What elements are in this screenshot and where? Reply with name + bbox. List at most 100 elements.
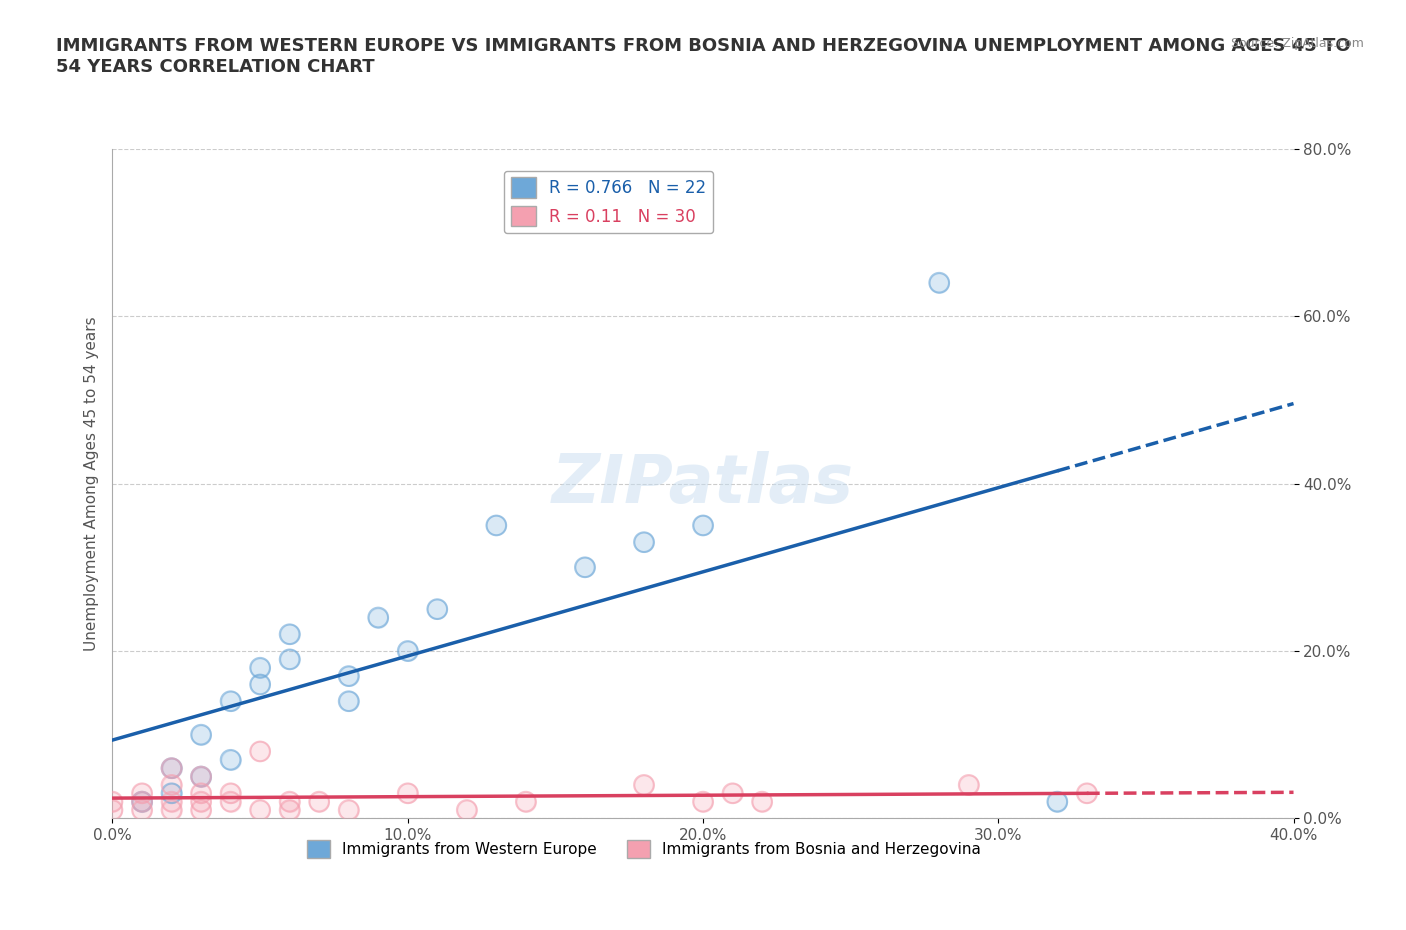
Point	[396, 786, 419, 801]
Point	[426, 602, 449, 617]
Point	[278, 803, 301, 817]
Point	[396, 786, 419, 801]
Point	[928, 275, 950, 290]
Point	[249, 803, 271, 817]
Point	[1046, 794, 1069, 809]
Point	[190, 769, 212, 784]
Point	[396, 644, 419, 658]
Point	[692, 794, 714, 809]
Point	[367, 610, 389, 625]
Point	[308, 794, 330, 809]
Point	[249, 660, 271, 675]
Point	[278, 794, 301, 809]
Point	[456, 803, 478, 817]
Point	[101, 794, 124, 809]
Y-axis label: Unemployment Among Ages 45 to 54 years: Unemployment Among Ages 45 to 54 years	[83, 316, 98, 651]
Point	[131, 786, 153, 801]
Point	[219, 794, 242, 809]
Point	[249, 744, 271, 759]
Point	[957, 777, 980, 792]
Point	[219, 786, 242, 801]
Point	[249, 677, 271, 692]
Point	[396, 644, 419, 658]
Point	[131, 794, 153, 809]
Point	[692, 518, 714, 533]
Point	[1046, 794, 1069, 809]
Point	[160, 786, 183, 801]
Point	[160, 794, 183, 809]
Point	[131, 794, 153, 809]
Point	[574, 560, 596, 575]
Point	[160, 761, 183, 776]
Point	[219, 694, 242, 709]
Point	[308, 794, 330, 809]
Point	[249, 803, 271, 817]
Point	[160, 803, 183, 817]
Point	[337, 694, 360, 709]
Point	[278, 627, 301, 642]
Point	[131, 794, 153, 809]
Point	[219, 694, 242, 709]
Point	[190, 794, 212, 809]
Point	[485, 518, 508, 533]
Point	[1076, 786, 1098, 801]
Point	[1076, 786, 1098, 801]
Point	[928, 275, 950, 290]
Point	[131, 794, 153, 809]
Point	[219, 752, 242, 767]
Point	[190, 769, 212, 784]
Point	[190, 803, 212, 817]
Point	[278, 627, 301, 642]
Point	[426, 602, 449, 617]
Point	[633, 535, 655, 550]
Point	[160, 777, 183, 792]
Point	[160, 777, 183, 792]
Point	[278, 803, 301, 817]
Point	[249, 660, 271, 675]
Point	[249, 677, 271, 692]
Point	[485, 518, 508, 533]
Point	[721, 786, 744, 801]
Point	[160, 761, 183, 776]
Point	[190, 786, 212, 801]
Point	[721, 786, 744, 801]
Point	[692, 794, 714, 809]
Point	[278, 794, 301, 809]
Point	[190, 786, 212, 801]
Point	[633, 535, 655, 550]
Point	[515, 794, 537, 809]
Point	[633, 777, 655, 792]
Point	[131, 803, 153, 817]
Text: IMMIGRANTS FROM WESTERN EUROPE VS IMMIGRANTS FROM BOSNIA AND HERZEGOVINA UNEMPLO: IMMIGRANTS FROM WESTERN EUROPE VS IMMIGR…	[56, 37, 1351, 76]
Point	[337, 669, 360, 684]
Point	[337, 669, 360, 684]
Point	[160, 761, 183, 776]
Point	[101, 803, 124, 817]
Point	[249, 744, 271, 759]
Point	[160, 794, 183, 809]
Point	[160, 786, 183, 801]
Point	[190, 794, 212, 809]
Point	[101, 794, 124, 809]
Point	[160, 761, 183, 776]
Point	[219, 752, 242, 767]
Point	[190, 727, 212, 742]
Legend: Immigrants from Western Europe, Immigrants from Bosnia and Herzegovina: Immigrants from Western Europe, Immigran…	[301, 833, 987, 864]
Point	[367, 610, 389, 625]
Point	[337, 803, 360, 817]
Point	[515, 794, 537, 809]
Point	[190, 769, 212, 784]
Point	[131, 786, 153, 801]
Point	[190, 803, 212, 817]
Point	[957, 777, 980, 792]
Point	[219, 794, 242, 809]
Point	[101, 803, 124, 817]
Point	[751, 794, 773, 809]
Point	[160, 803, 183, 817]
Point	[190, 727, 212, 742]
Text: ZIPatlas: ZIPatlas	[553, 451, 853, 516]
Point	[456, 803, 478, 817]
Point	[278, 652, 301, 667]
Text: Source: ZipAtlas.com: Source: ZipAtlas.com	[1230, 37, 1364, 50]
Point	[574, 560, 596, 575]
